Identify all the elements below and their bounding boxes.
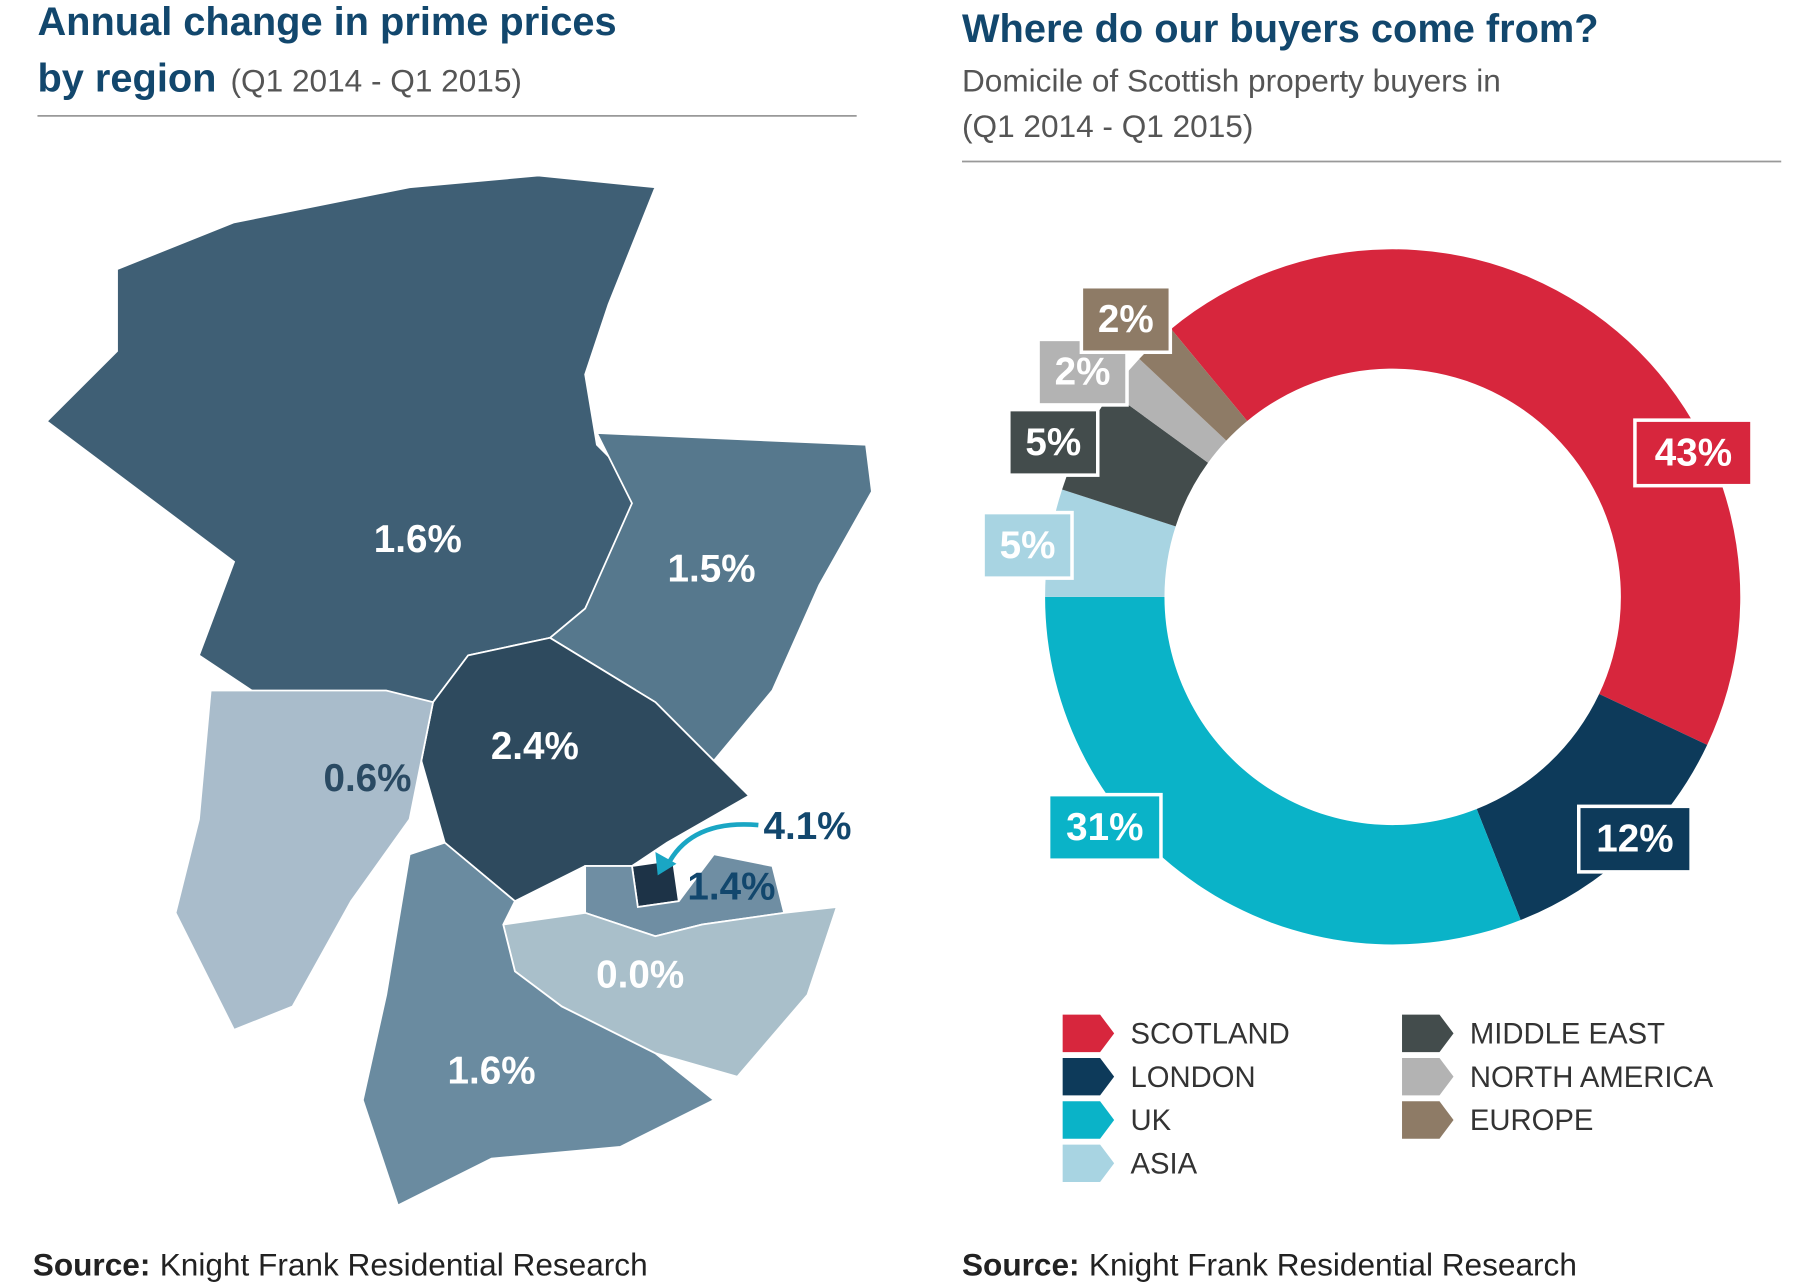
region-label: 0.0% [596, 953, 684, 996]
region-label: 2.4% [491, 725, 579, 768]
region-label: 1.6% [448, 1049, 536, 1092]
source-label: Source: [33, 1247, 151, 1283]
label-box [1007, 407, 1100, 477]
map-title-2: by region (Q1 2014 - Q1 2015) [37, 56, 521, 100]
arrow [664, 822, 759, 868]
region-label: 1.6% [374, 518, 462, 561]
map-subtitle: (Q1 2014 - Q1 2015) [231, 62, 522, 98]
donut-subtitle-2: (Q1 2014 - Q1 2015) [962, 108, 1253, 144]
data-label: 43% [1655, 431, 1732, 474]
donut-source: Source: Knight Frank Residential Research [962, 1247, 1577, 1283]
legend-swatch [1062, 1014, 1115, 1053]
map-source: Source: Knight Frank Residential Research [33, 1247, 648, 1283]
label-box [981, 510, 1074, 580]
map-title-2-text: by region [37, 56, 216, 100]
region-label: 0.6% [323, 757, 411, 800]
donut: 43% 12% 31% 5% 5% 2% 2% SCOTLAND LONDON UK ASIA MID… [981, 249, 1754, 1183]
region-label: 1.4% [687, 866, 775, 909]
source-text: Knight Frank Residential Research [1089, 1247, 1577, 1283]
data-label: 2% [1055, 351, 1111, 394]
data-label: 31% [1066, 806, 1143, 849]
source-text: Knight Frank Residential Research [160, 1247, 648, 1283]
region [630, 859, 680, 908]
donut-segment [1139, 329, 1248, 441]
region-label: 1.5% [668, 547, 756, 590]
donut-segment [1111, 358, 1227, 463]
label-box [1577, 804, 1693, 874]
donut-segment [1045, 489, 1176, 597]
legend-label: UK [1131, 1105, 1172, 1137]
donut-segment [1171, 249, 1741, 745]
label-box [1633, 418, 1754, 488]
legend-swatch [1062, 1101, 1115, 1139]
donut-subtitle-1: Domicile of Scottish property buyers in [962, 62, 1501, 98]
legend-label: ASIA [1131, 1148, 1198, 1180]
legend-label: MIDDLE EAST [1470, 1018, 1665, 1050]
data-label: 5% [1025, 421, 1081, 464]
legend-swatch [1402, 1014, 1454, 1053]
region [174, 689, 435, 1031]
data-label: 5% [1000, 524, 1056, 567]
legend-label: SCOTLAND [1131, 1018, 1290, 1050]
label-box [1079, 284, 1173, 355]
label-box [1046, 792, 1163, 862]
donut-title: Where do our buyers come from? [962, 7, 1599, 51]
source-label: Source: [962, 1247, 1080, 1283]
legend-swatch [1062, 1144, 1115, 1183]
legend-swatch [1402, 1101, 1454, 1139]
arrow-head [655, 851, 677, 876]
legend-swatch [1062, 1057, 1115, 1096]
map: 1.6% 1.5% 2.4% 0.6% 4.1% 1.4% 0.0% 1.6% [45, 174, 873, 1207]
legend-label: NORTH AMERICA [1470, 1062, 1714, 1094]
region-label: 4.1% [764, 805, 852, 848]
legend-label: EUROPE [1470, 1105, 1594, 1137]
donut-segment [1045, 596, 1521, 945]
region [361, 841, 716, 1207]
data-label: 2% [1098, 298, 1154, 341]
map-title-1: Annual change in prime prices [37, 0, 616, 44]
legend-swatch [1402, 1057, 1454, 1096]
data-label: 12% [1596, 818, 1673, 861]
legend-label: LONDON [1131, 1062, 1256, 1094]
